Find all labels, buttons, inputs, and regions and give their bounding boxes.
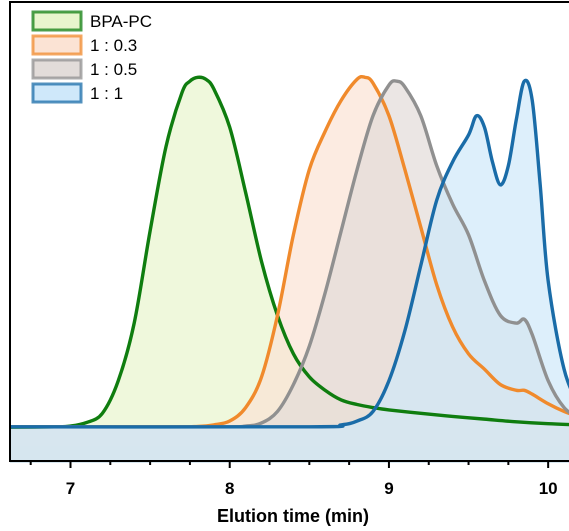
chart-lines	[9, 74, 569, 429]
legend-label: 1 : 1	[90, 84, 123, 103]
legend-swatch	[31, 82, 83, 104]
x-tick-label: 8	[225, 479, 234, 498]
legend-swatch	[31, 58, 83, 80]
line-series-0	[9, 75, 569, 429]
plot-frame	[9, 1, 569, 462]
area-series-0	[10, 77, 569, 463]
x-axis-label: Elution time (min)	[217, 506, 369, 526]
x-tick-label: 7	[66, 479, 75, 498]
chart-areas	[10, 76, 569, 463]
x-axis-ticks: 7 8 9 10	[29, 461, 558, 498]
legend: BPA-PC 1 : 0.3 1 : 0.5 1 : 1	[31, 10, 152, 104]
area-series-3	[10, 80, 569, 463]
legend-label: BPA-PC	[90, 12, 152, 31]
legend-label: 1 : 0.3	[90, 36, 137, 55]
x-tick-label: 9	[384, 479, 393, 498]
line-series-3	[9, 78, 569, 429]
line-series-2	[9, 79, 569, 429]
line-series-1	[9, 74, 569, 429]
legend-label: 1 : 0.5	[90, 60, 137, 79]
x-tick-label: 10	[539, 479, 558, 498]
legend-swatch	[31, 10, 83, 32]
legend-swatch	[31, 34, 83, 56]
